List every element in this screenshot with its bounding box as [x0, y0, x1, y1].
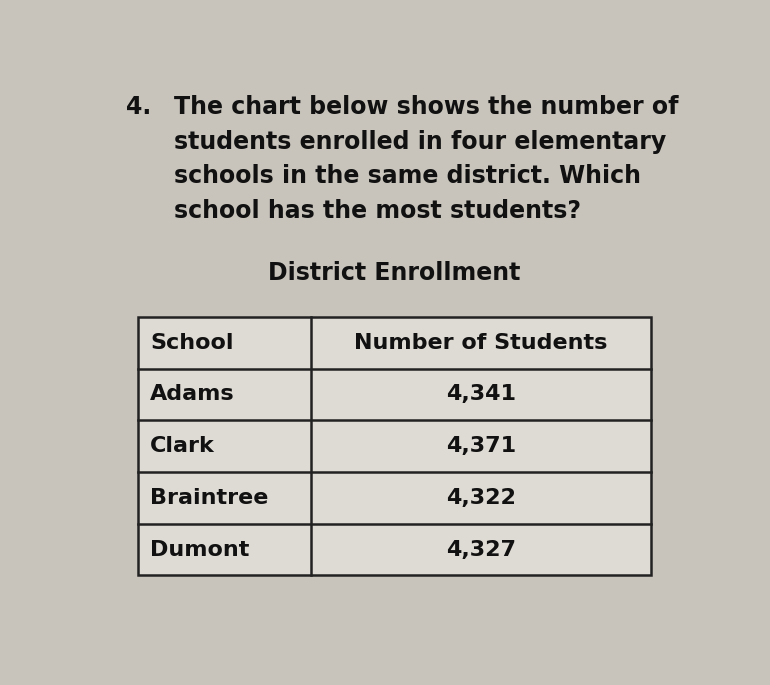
Text: 4,327: 4,327 — [446, 540, 516, 560]
Text: Adams: Adams — [150, 384, 235, 404]
Bar — [138, 523, 311, 575]
Text: Number of Students: Number of Students — [354, 333, 608, 353]
Text: District Enrollment: District Enrollment — [269, 261, 521, 285]
Text: Braintree: Braintree — [150, 488, 268, 508]
Bar — [311, 523, 651, 575]
Text: 4,322: 4,322 — [447, 488, 516, 508]
Bar — [138, 421, 311, 472]
Text: Dumont: Dumont — [150, 540, 249, 560]
Bar — [138, 472, 311, 523]
Bar — [311, 421, 651, 472]
Bar — [311, 317, 651, 369]
Bar — [138, 317, 311, 369]
Bar — [311, 369, 651, 421]
Bar — [138, 317, 651, 575]
Text: The chart below shows the number of
students enrolled in four elementary
schools: The chart below shows the number of stud… — [174, 95, 678, 223]
Text: School: School — [150, 333, 233, 353]
Text: Clark: Clark — [150, 436, 215, 456]
Bar — [311, 472, 651, 523]
Text: 4,371: 4,371 — [446, 436, 516, 456]
Bar — [138, 369, 311, 421]
Text: 4,341: 4,341 — [446, 384, 516, 404]
Text: 4.: 4. — [126, 95, 152, 119]
